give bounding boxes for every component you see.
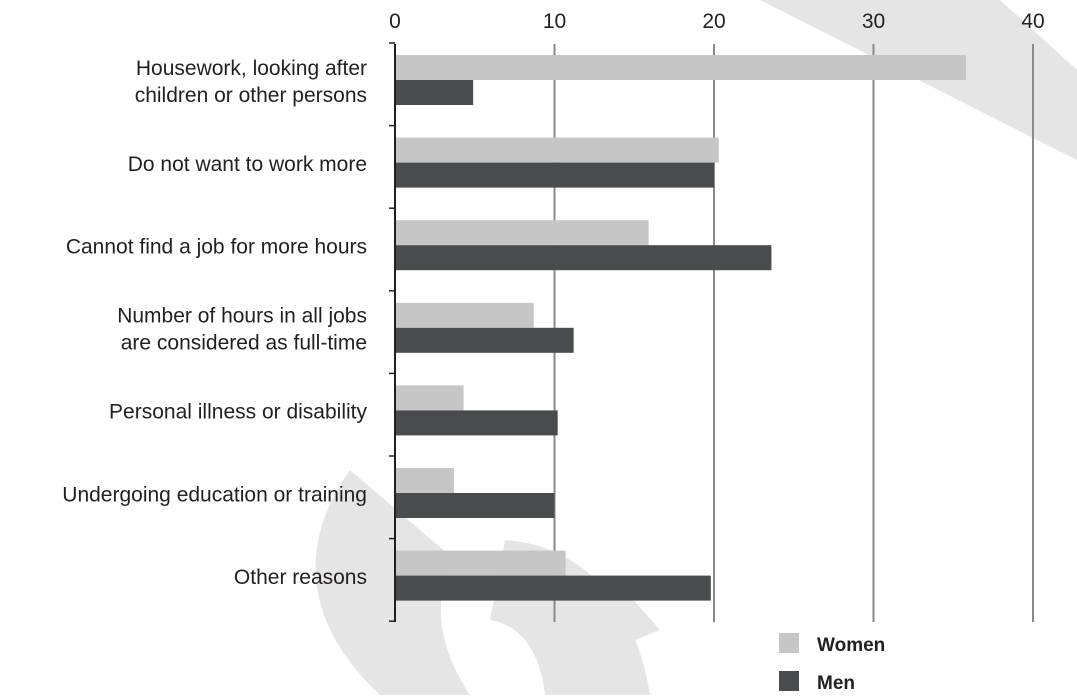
men-bar (395, 80, 474, 105)
x-tick-label: 0 (389, 10, 401, 33)
women-bar (395, 302, 534, 328)
category-labels: Housework, looking after children or othe… (62, 57, 367, 589)
category-label: Undergoing education or training (62, 483, 367, 506)
x-tick-label: 10 (543, 10, 566, 33)
x-tick-label: 30 (862, 10, 885, 33)
legend: Women Men (779, 633, 885, 694)
category-label: Number of hours in all jobs (117, 305, 367, 328)
legend-label-men: Men (817, 673, 855, 694)
category-label: Housework, looking after (136, 57, 367, 80)
women-bar (395, 55, 967, 80)
legend-swatch-men (779, 671, 799, 691)
women-bar (395, 385, 464, 411)
bars (395, 55, 967, 601)
x-tick-label: 20 (702, 10, 725, 33)
category-label: Cannot find a job for more hours (66, 236, 367, 259)
legend-label-women: Women (817, 635, 885, 656)
gridlines (553, 44, 1034, 622)
legend-swatch-women (779, 633, 799, 653)
men-bar (395, 245, 772, 271)
men-bar (395, 410, 558, 436)
women-bar (395, 137, 719, 163)
women-bar (395, 220, 649, 246)
men-bar (395, 493, 555, 518)
men-bar (395, 327, 574, 353)
watermark-shape (560, 585, 660, 650)
category-label: Other reasons (234, 566, 367, 589)
watermark-shape (315, 470, 470, 695)
category-label: Personal illness or disability (109, 401, 367, 424)
women-bar (395, 468, 455, 493)
axis: 0 10 20 30 40 (389, 10, 1045, 622)
men-bar (395, 575, 711, 601)
men-bar (395, 162, 714, 188)
category-label: children or other persons (135, 84, 367, 107)
women-bar (395, 550, 566, 576)
category-label: are considered as full-time (121, 332, 367, 355)
category-label: Do not want to work more (128, 153, 367, 176)
x-tick-label: 40 (1021, 10, 1044, 33)
